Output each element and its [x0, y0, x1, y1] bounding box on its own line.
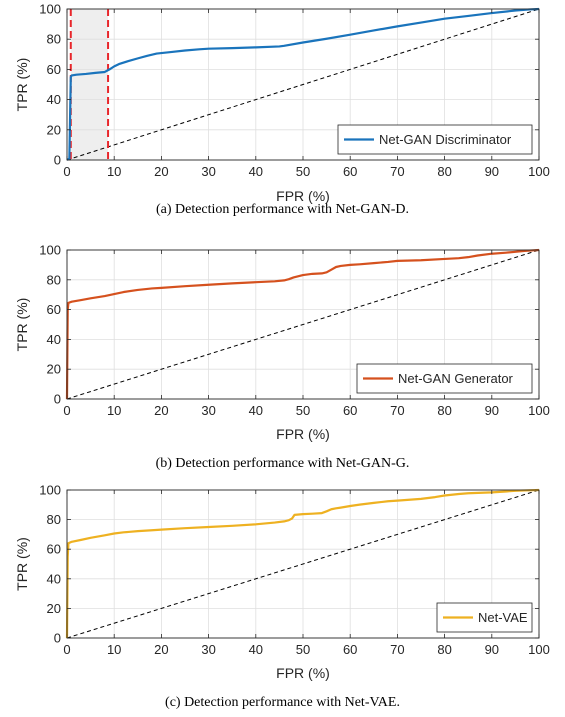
- x-tick-label: 50: [296, 164, 310, 179]
- x-tick-label: 60: [343, 642, 357, 657]
- x-tick-label: 40: [249, 642, 263, 657]
- x-axis-label: FPR (%): [276, 426, 330, 442]
- x-tick-label: 30: [201, 164, 215, 179]
- y-tick-label: 40: [47, 332, 61, 347]
- x-tick-label: 0: [63, 164, 70, 179]
- y-tick-label: 40: [47, 571, 61, 586]
- x-tick-label: 100: [528, 642, 550, 657]
- y-tick-label: 100: [39, 2, 61, 17]
- y-axis-label: TPR (%): [14, 298, 30, 352]
- x-tick-label: 100: [528, 164, 550, 179]
- x-tick-label: 20: [154, 642, 168, 657]
- x-tick-label: 30: [201, 403, 215, 418]
- y-tick-label: 20: [47, 362, 61, 377]
- x-tick-label: 40: [249, 164, 263, 179]
- x-tick-label: 70: [390, 642, 404, 657]
- x-axis-label: FPR (%): [276, 188, 330, 204]
- x-tick-label: 90: [485, 164, 499, 179]
- x-tick-label: 70: [390, 403, 404, 418]
- series-line-1: [66, 7, 540, 161]
- x-tick-label: 60: [343, 164, 357, 179]
- x-tick-label: 10: [107, 642, 121, 657]
- x-tick-label: 30: [201, 642, 215, 657]
- x-tick-label: 80: [437, 403, 451, 418]
- x-tick-label: 80: [437, 164, 451, 179]
- y-tick-label: 20: [47, 122, 61, 137]
- y-axis-label: TPR (%): [14, 58, 30, 112]
- y-tick-label: 60: [47, 542, 61, 557]
- chart-2: 0 10 20 30 40 50 60 70 80 90 100 0 20 40 60 80 100 FPR (%…: [14, 243, 550, 472]
- x-tick-label: 80: [437, 642, 451, 657]
- y-tick-label: 60: [47, 302, 61, 317]
- y-axis-label: TPR (%): [14, 537, 30, 591]
- x-tick-label: 10: [107, 164, 121, 179]
- figure-caption: (b) Detection performance with Net-GAN-G…: [156, 456, 410, 471]
- series-line-1: [65, 488, 540, 639]
- legend-entry-label: Net-VAE: [478, 610, 528, 625]
- diagonal-reference-line: [66, 489, 540, 639]
- y-tick-label: 100: [39, 483, 61, 498]
- figure-caption: (c) Detection performance with Net-VAE.: [165, 695, 400, 710]
- x-tick-label: 10: [107, 403, 121, 418]
- chart-3: 0 10 20 30 40 50 60 70 80 90 100 0 20 40 60 80 100 FPR (%…: [14, 483, 550, 711]
- y-tick-label: 80: [47, 512, 61, 527]
- legend: Net-VAE: [436, 602, 533, 633]
- series-line-1: [65, 248, 540, 400]
- diagonal-reference-line: [66, 8, 540, 161]
- diagonal-reference-line: [66, 249, 540, 400]
- x-tick-label: 50: [296, 403, 310, 418]
- x-tick-label: 90: [485, 642, 499, 657]
- y-tick-label: 100: [39, 243, 61, 258]
- y-tick-label: 0: [54, 392, 61, 407]
- x-tick-label: 0: [63, 403, 70, 418]
- x-tick-label: 0: [63, 642, 70, 657]
- y-tick-label: 60: [47, 62, 61, 77]
- x-tick-label: 20: [154, 164, 168, 179]
- legend-entry-label: Net-GAN Generator: [398, 371, 514, 386]
- legend-entry-label: Net-GAN Discriminator: [379, 132, 512, 147]
- x-tick-label: 20: [154, 403, 168, 418]
- x-tick-label: 100: [528, 403, 550, 418]
- x-tick-label: 60: [343, 403, 357, 418]
- x-tick-label: 90: [485, 403, 499, 418]
- figure-caption: (a) Detection performance with Net-GAN-D…: [156, 202, 409, 217]
- legend: Net-GAN Generator: [356, 363, 533, 394]
- y-tick-label: 80: [47, 272, 61, 287]
- y-tick-label: 0: [54, 153, 61, 168]
- x-tick-label: 70: [390, 164, 404, 179]
- shaded-region: [70, 9, 109, 160]
- chart-1: 0 10 20 30 40 50 60 70 80 90 100 0 20 40 60 80 100 FPR (%…: [14, 2, 550, 218]
- y-tick-label: 0: [54, 631, 61, 646]
- y-tick-label: 80: [47, 32, 61, 47]
- x-tick-label: 40: [249, 403, 263, 418]
- y-tick-label: 20: [47, 601, 61, 616]
- x-tick-label: 50: [296, 642, 310, 657]
- y-tick-label: 40: [47, 92, 61, 107]
- legend: Net-GAN Discriminator: [337, 124, 533, 155]
- x-axis-label: FPR (%): [276, 665, 330, 681]
